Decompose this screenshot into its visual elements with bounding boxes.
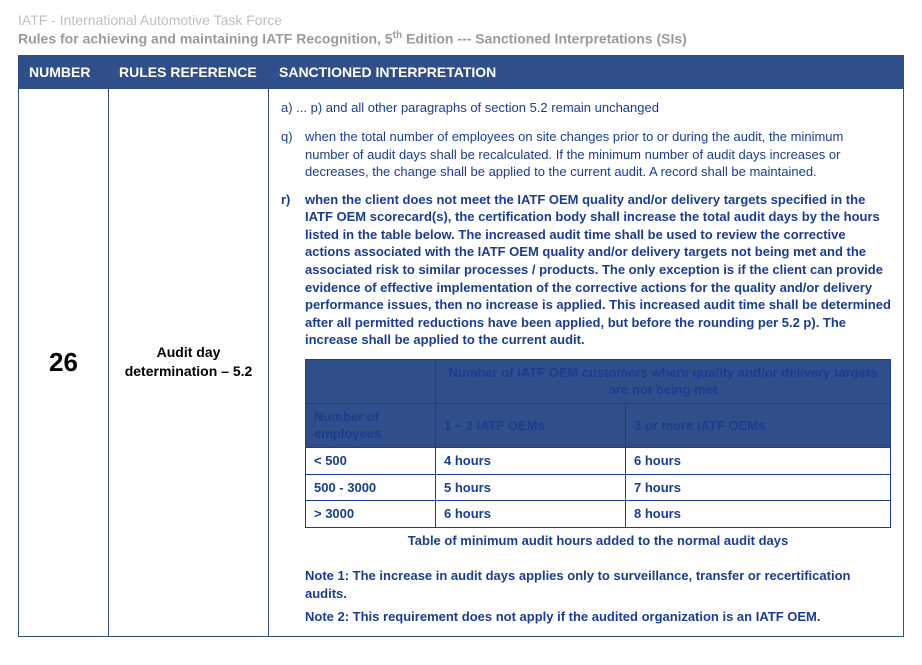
clause-r-body: when the client does not meet the IATF O… <box>305 191 891 349</box>
cell-reference: Audit day determination – 5.2 <box>109 88 269 636</box>
inner-r1c1: 4 hours <box>436 447 626 474</box>
clause-r: r) when the client does not meet the IAT… <box>281 191 891 349</box>
th-number: NUMBER <box>19 55 109 88</box>
note-2: Note 2: This requirement does not apply … <box>305 608 891 626</box>
inner-r1c0: < 500 <box>306 447 436 474</box>
note-1: Note 1: The increase in audit days appli… <box>305 567 891 602</box>
cell-interpretation: a) ... p) and all other paragraphs of se… <box>269 88 904 636</box>
inner-r1c2: 6 hours <box>626 447 891 474</box>
inner-caption: Table of minimum audit hours added to th… <box>305 532 891 550</box>
header-org: IATF - International Automotive Task For… <box>18 12 904 28</box>
inner-col1: 1 – 2 IATF OEMs <box>436 403 626 447</box>
inner-r3c0: > 3000 <box>306 501 436 528</box>
inner-row-2: 500 - 3000 5 hours 7 hours <box>306 474 891 501</box>
th-interpretation: SANCTIONED INTERPRETATION <box>269 55 904 88</box>
inner-r2c2: 7 hours <box>626 474 891 501</box>
table-header-row: NUMBER RULES REFERENCE SANCTIONED INTERP… <box>19 55 904 88</box>
inner-span-header: Number of IATF OEM customers where quali… <box>436 359 891 403</box>
clause-q: q) when the total number of employees on… <box>281 128 891 181</box>
inner-r3c1: 6 hours <box>436 501 626 528</box>
inner-row-header2: Number of employees 1 – 2 IATF OEMs 3 or… <box>306 403 891 447</box>
inner-blank <box>306 359 436 403</box>
inner-rowheader: Number of employees <box>306 403 436 447</box>
inner-table-wrap: Number of IATF OEM customers where quali… <box>281 359 891 626</box>
clause-q-body: when the total number of employees on si… <box>305 128 891 181</box>
inner-r2c1: 5 hours <box>436 474 626 501</box>
clause-q-label: q) <box>281 128 305 181</box>
th-reference: RULES REFERENCE <box>109 55 269 88</box>
header-title-prefix: Rules for achieving and maintaining IATF… <box>18 31 393 47</box>
inner-col2: 3 or more IATF OEMs <box>626 403 891 447</box>
para-a: a) ... p) and all other paragraphs of se… <box>281 99 891 117</box>
inner-row-1: < 500 4 hours 6 hours <box>306 447 891 474</box>
header-title-sup: th <box>393 30 402 41</box>
si-table: NUMBER RULES REFERENCE SANCTIONED INTERP… <box>18 55 904 637</box>
inner-row-3: > 3000 6 hours 8 hours <box>306 501 891 528</box>
inner-table: Number of IATF OEM customers where quali… <box>305 359 891 528</box>
header-title: Rules for achieving and maintaining IATF… <box>18 30 904 47</box>
header-title-suffix: Edition --- Sanctioned Interpretations (… <box>402 31 687 47</box>
inner-r3c2: 8 hours <box>626 501 891 528</box>
cell-number: 26 <box>19 88 109 636</box>
clause-r-label: r) <box>281 191 305 349</box>
inner-r2c0: 500 - 3000 <box>306 474 436 501</box>
table-row: 26 Audit day determination – 5.2 a) ... … <box>19 88 904 636</box>
inner-row-header1: Number of IATF OEM customers where quali… <box>306 359 891 403</box>
